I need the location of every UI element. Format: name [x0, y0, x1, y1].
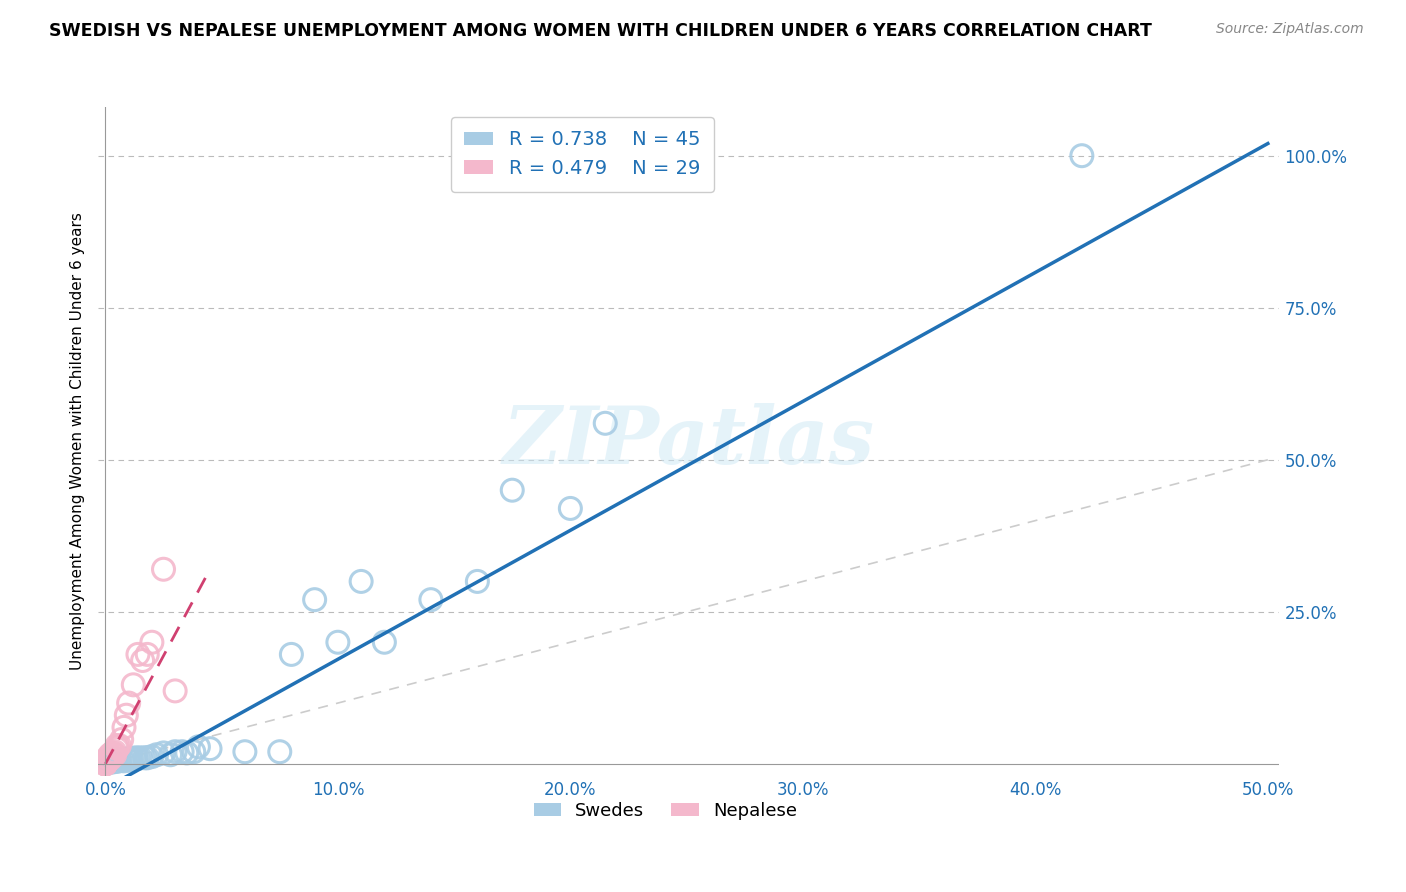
Point: [117, 696, 139, 710]
Point: [97, 755, 120, 769]
Point: [131, 653, 153, 667]
Point: [124, 751, 146, 765]
Point: [129, 751, 152, 765]
Point: [1070, 149, 1092, 163]
Point: [108, 753, 131, 767]
Point: [127, 648, 149, 662]
Point: [115, 708, 138, 723]
Point: [94, 754, 117, 768]
Point: [560, 501, 582, 516]
Point: [127, 751, 149, 765]
Point: [104, 747, 127, 762]
Point: [111, 753, 134, 767]
Point: [165, 684, 187, 698]
Point: [105, 755, 128, 769]
Point: [141, 749, 163, 764]
Point: [172, 745, 194, 759]
Point: [165, 745, 187, 759]
Point: [98, 755, 121, 769]
Point: [134, 751, 156, 765]
Point: [419, 592, 441, 607]
Point: [198, 741, 221, 756]
Point: [117, 752, 139, 766]
Text: SWEDISH VS NEPALESE UNEMPLOYMENT AMONG WOMEN WITH CHILDREN UNDER 6 YEARS CORRELA: SWEDISH VS NEPALESE UNEMPLOYMENT AMONG W…: [49, 22, 1152, 40]
Point: [101, 755, 124, 769]
Point: [304, 592, 326, 607]
Point: [120, 752, 142, 766]
Point: [94, 756, 117, 771]
Point: [101, 746, 124, 760]
Point: [145, 747, 167, 762]
Point: [501, 483, 523, 498]
Point: [117, 753, 139, 767]
Point: [104, 754, 127, 768]
Text: ZIPatlas: ZIPatlas: [503, 403, 875, 480]
Point: [112, 720, 135, 734]
Point: [105, 753, 128, 767]
Y-axis label: Unemployment Among Women with Children Under 6 years: Unemployment Among Women with Children U…: [69, 212, 84, 671]
Point: [94, 755, 117, 769]
Point: [280, 648, 302, 662]
Point: [152, 746, 174, 760]
Point: [326, 635, 349, 649]
Point: [94, 756, 117, 771]
Point: [269, 745, 291, 759]
Point: [97, 754, 120, 768]
Point: [141, 635, 163, 649]
Point: [108, 739, 131, 753]
Point: [122, 678, 145, 692]
Point: [98, 753, 121, 767]
Point: [467, 574, 489, 589]
Point: [104, 745, 127, 759]
Point: [187, 739, 209, 754]
Point: [373, 635, 395, 649]
Point: [105, 741, 128, 756]
Point: [98, 747, 121, 762]
Point: [94, 756, 117, 771]
Point: [593, 417, 616, 431]
Point: [111, 732, 134, 747]
Point: [94, 756, 117, 770]
Point: [152, 562, 174, 576]
Point: [122, 752, 145, 766]
Point: [112, 754, 135, 768]
Point: [159, 747, 181, 762]
Point: [136, 648, 159, 662]
Point: [136, 751, 159, 765]
Point: [101, 749, 124, 764]
Point: [115, 752, 138, 766]
Text: Source: ZipAtlas.com: Source: ZipAtlas.com: [1216, 22, 1364, 37]
Point: [183, 745, 205, 759]
Point: [105, 739, 128, 753]
Point: [94, 756, 117, 771]
Point: [350, 574, 373, 589]
Point: [101, 754, 124, 768]
Legend: Swedes, Nepalese: Swedes, Nepalese: [526, 795, 804, 827]
Point: [97, 754, 120, 768]
Point: [97, 751, 120, 765]
Point: [98, 752, 121, 766]
Point: [233, 745, 256, 759]
Point: [176, 746, 198, 760]
